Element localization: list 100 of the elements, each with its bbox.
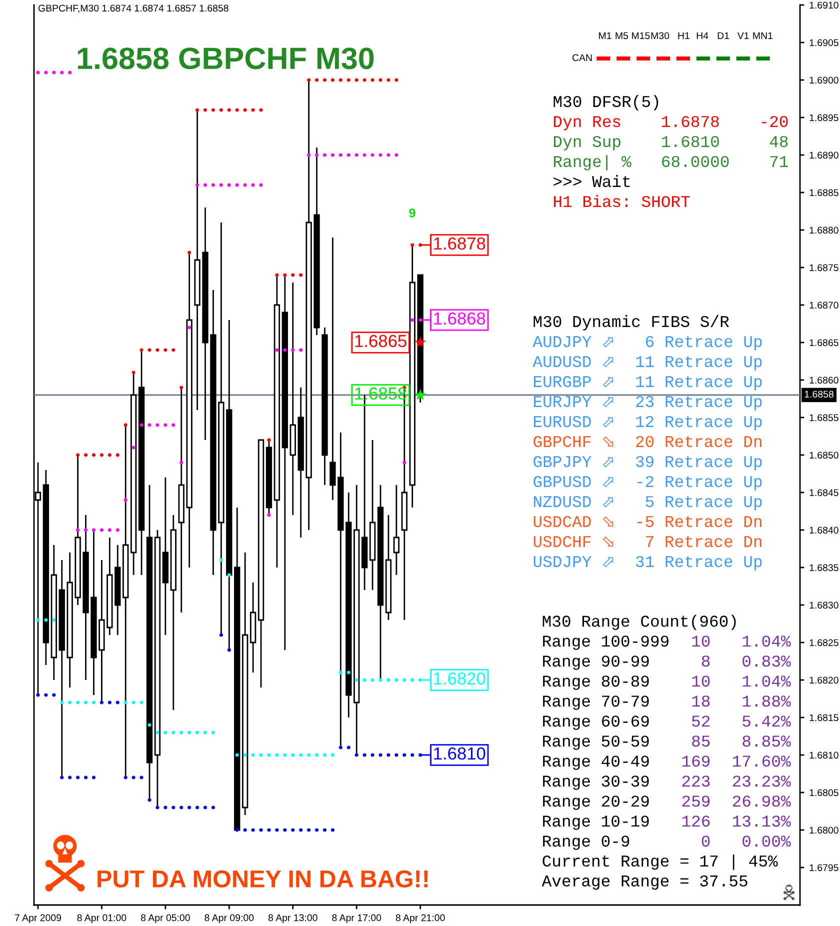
annotation: H1 Bias: SHORT: [554, 195, 690, 208]
point: [172, 348, 176, 352]
point: [211, 108, 216, 112]
point: [227, 108, 231, 112]
point: [36, 618, 40, 622]
point: [299, 348, 303, 352]
point: [100, 453, 104, 457]
annotation: H4: [696, 32, 708, 40]
point: [291, 828, 295, 832]
point: [124, 423, 128, 427]
point: [195, 108, 200, 112]
point: [394, 753, 398, 757]
point: [330, 828, 335, 832]
point: [116, 528, 120, 532]
annotation: V1: [737, 32, 749, 40]
y-tick-label: 1.6875: [810, 264, 838, 272]
point: [354, 753, 358, 757]
point: [346, 78, 350, 82]
point: [386, 753, 390, 757]
annotation: D1: [718, 32, 730, 40]
point: [275, 753, 279, 757]
point: [84, 776, 88, 780]
y-tick-label: 1.6855: [810, 414, 838, 422]
point: [322, 753, 327, 757]
point: [378, 753, 382, 757]
annotation: 8: [702, 656, 710, 667]
point: [108, 528, 112, 532]
point: [394, 78, 398, 82]
annotation: 8.85%: [742, 736, 791, 747]
annotation: GBPUSD ⬀ -2 Retrace Up: [534, 476, 762, 490]
y-tick-label: 1.6800: [810, 826, 838, 834]
point: [76, 453, 80, 457]
y-tick-label: 1.6840: [810, 526, 838, 534]
point: [362, 753, 366, 757]
point: [68, 70, 72, 74]
point: [370, 753, 374, 757]
annotation: 259: [682, 796, 710, 807]
point: [68, 776, 72, 780]
point: [338, 78, 342, 82]
point: [235, 828, 239, 832]
point: [410, 753, 414, 757]
chart-title: GBPCHF,M30 1.6874 1.6874 1.6857 1.6858: [38, 4, 228, 13]
annotation: USDCHF ⬂ 7 Retrace Dn: [534, 536, 762, 548]
point: [180, 730, 184, 734]
point: [362, 78, 366, 82]
point: [259, 828, 263, 832]
point: [307, 78, 311, 82]
y-tick-label: 1.6865: [810, 339, 838, 346]
point: [140, 423, 144, 427]
y-tick-label: 1.6885: [810, 189, 838, 196]
annotation: MN1: [753, 32, 772, 40]
annotation: 23.23%: [732, 776, 791, 787]
point: [156, 348, 160, 352]
annotation: Range 90-99: [543, 656, 649, 670]
y-tick-label: 1.6830: [810, 602, 838, 609]
point: [195, 730, 200, 734]
y-tick-label: 1.6795: [810, 864, 838, 872]
annotation: M30 DFSR(5): [554, 95, 658, 110]
annotation: Range 60-69: [543, 716, 649, 730]
annotation: Range 20-29: [543, 796, 649, 810]
annotation: USDJPY ⬀ 31 Retrace Up: [534, 556, 762, 570]
point: [92, 700, 96, 704]
annotation: EURUSD ⬀ 12 Retrace Up: [534, 416, 762, 430]
annotation: AUDJPY ⬀ 6 Retrace Up: [532, 336, 762, 350]
point: [52, 618, 56, 622]
candlestick: [393, 484, 400, 576]
annotation: M1: [599, 32, 612, 40]
point: [291, 273, 295, 277]
point: [307, 753, 311, 757]
point: [267, 753, 271, 757]
point: [60, 70, 64, 74]
point: [148, 723, 152, 727]
data-label: 1.6878: [434, 237, 486, 250]
point: [259, 108, 263, 112]
point: [410, 243, 414, 247]
annotation: Dyn Res 1.6878 -20: [554, 116, 788, 130]
point: [370, 153, 374, 157]
point: [267, 438, 271, 442]
annotation: Range 0-9: [543, 836, 630, 850]
y-tick-label: 1.6810: [810, 752, 838, 759]
annotation: 9: [409, 208, 416, 218]
point: [402, 678, 406, 682]
annotation: Range 100-999: [543, 636, 669, 650]
x-tick-label: 8 Apr 13:00: [268, 914, 318, 924]
point: [322, 828, 327, 832]
annotation: M30 Dynamic FIBS S/R: [534, 315, 729, 330]
annotation: Range 40-49: [543, 756, 649, 770]
point: [92, 528, 96, 532]
annotation: GBPCHF ⬂ 20 Retrace Dn: [534, 436, 762, 448]
point: [251, 753, 255, 757]
point: [299, 828, 303, 832]
point: [354, 153, 358, 157]
point: [251, 183, 255, 187]
point: [180, 806, 184, 810]
annotation: >>> Wait: [554, 175, 630, 188]
point: [314, 78, 319, 82]
annotation: EURGBP ⬀ 11 Retrace Up: [534, 376, 762, 390]
point: [354, 678, 358, 682]
point: [36, 70, 40, 74]
point: [283, 828, 287, 832]
